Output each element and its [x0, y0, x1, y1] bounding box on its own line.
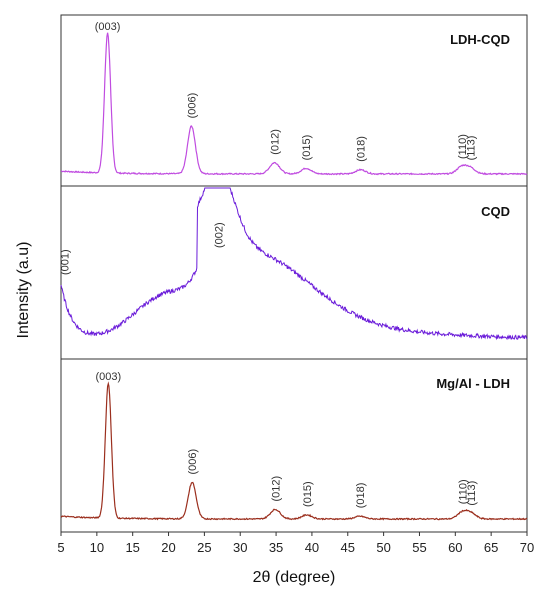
- peak-label: (015): [302, 481, 314, 507]
- x-tick-label: 15: [125, 540, 139, 555]
- peak-label: (110): [457, 134, 469, 159]
- x-tick-label: 55: [412, 540, 426, 555]
- peak-label: (113): [466, 481, 478, 506]
- peak-label: (003): [95, 21, 121, 33]
- x-tick-label: 30: [233, 540, 247, 555]
- series-line-1: [60, 187, 528, 341]
- x-tick-label: 50: [376, 540, 390, 555]
- series-line-2: [60, 381, 528, 521]
- x-tick-label: 45: [341, 540, 355, 555]
- peak-label: (110): [457, 479, 469, 504]
- peak-label: (006): [187, 449, 199, 475]
- x-tick-label: 5: [57, 540, 64, 555]
- peak-label: (018): [355, 483, 367, 509]
- x-tick-label: 20: [161, 540, 175, 555]
- series-label-cqd: CQD: [481, 204, 510, 219]
- x-tick-label: 10: [90, 540, 104, 555]
- series-label-ldh-cqd: LDH-CQD: [450, 32, 510, 47]
- peak-labels: (003)(006)(012) (015) (018) (110)(113)(001)…: [60, 21, 478, 508]
- x-tick-label: 40: [305, 540, 319, 555]
- peak-label: (015): [301, 135, 313, 161]
- x-tick-label: 35: [269, 540, 283, 555]
- x-tick-label: 25: [197, 540, 211, 555]
- series-line-0: [61, 32, 528, 176]
- x-tick-label: 65: [484, 540, 498, 555]
- peak-label: (001): [60, 249, 72, 275]
- y-axis-title: Intensity (a.u): [15, 242, 32, 339]
- peak-label: (006): [186, 93, 198, 119]
- series-label-mgal-ldh: Mg/Al - LDH: [436, 376, 510, 391]
- curves: [60, 32, 528, 521]
- peak-label: (018): [356, 136, 368, 162]
- peak-label: (002): [214, 222, 226, 248]
- x-tick-label: 70: [520, 540, 534, 555]
- x-axis-title: 2θ (degree): [253, 569, 336, 586]
- x-axis-ticks: 5 10 15 20 25 30 35 40 45 50 55 60 65 70: [57, 532, 534, 555]
- peak-label: (012): [270, 129, 282, 155]
- peak-label: (113): [465, 136, 477, 161]
- peak-label: (003): [95, 371, 121, 383]
- panels-frame: [60, 14, 528, 533]
- peak-label: (012): [270, 476, 282, 502]
- panel-mgal-ldh-frame: [60, 358, 528, 533]
- x-tick-label: 60: [448, 540, 462, 555]
